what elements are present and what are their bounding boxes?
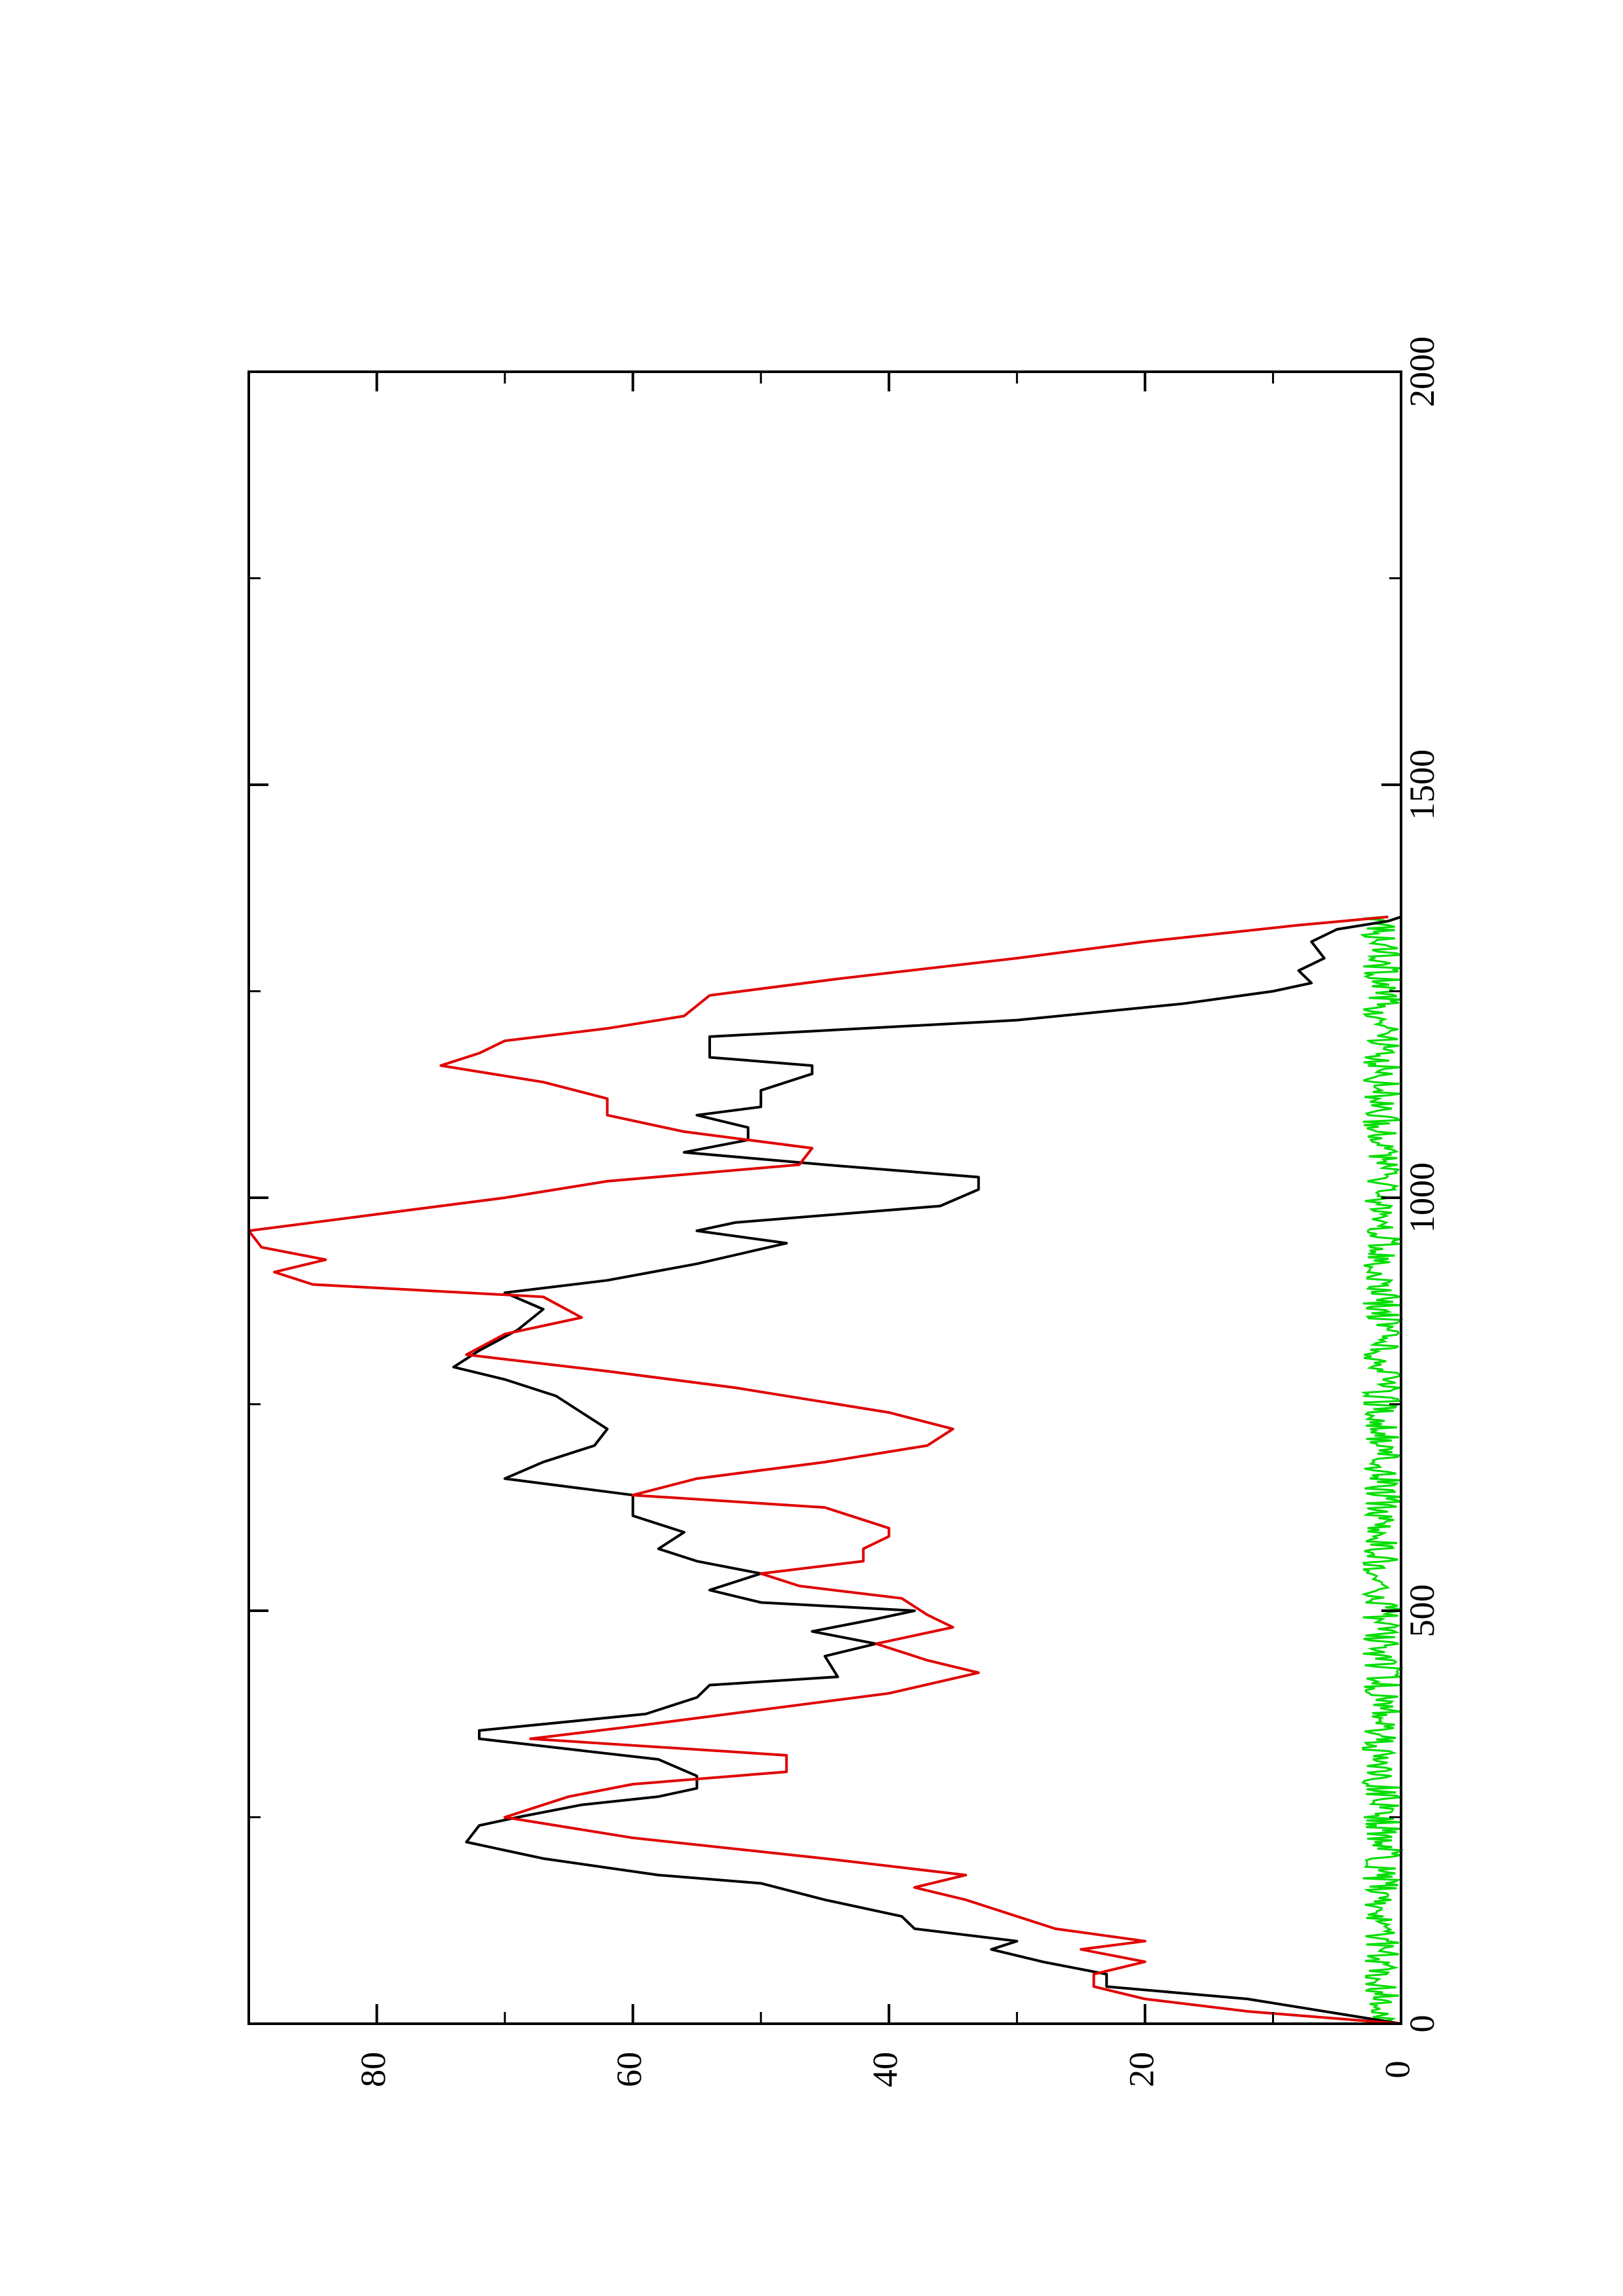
y-tick-label: 20 — [1122, 2052, 1161, 2087]
series-line-black — [452, 916, 1402, 2025]
series-line-red — [247, 915, 1402, 2025]
x-tick-label: 1500 — [1402, 749, 1442, 820]
x-tick-label: 0 — [1402, 2015, 1442, 2033]
x-tick-label: 500 — [1402, 1585, 1442, 1638]
labels-layer: 0 500 1000 1500 2000 0 20 40 60 80 — [354, 336, 1442, 2087]
y-tick-label: 60 — [610, 2052, 649, 2087]
series-line-green — [1360, 916, 1404, 2025]
plot-frame — [247, 370, 1402, 2025]
series-layer — [247, 915, 1404, 2025]
x-tick-label: 2000 — [1402, 336, 1442, 407]
y-tick-label: 80 — [354, 2052, 393, 2087]
x-tick-label: 1000 — [1402, 1162, 1442, 1233]
y-tick-label: 0 — [1377, 2061, 1417, 2079]
y-tick-label: 40 — [866, 2052, 905, 2087]
